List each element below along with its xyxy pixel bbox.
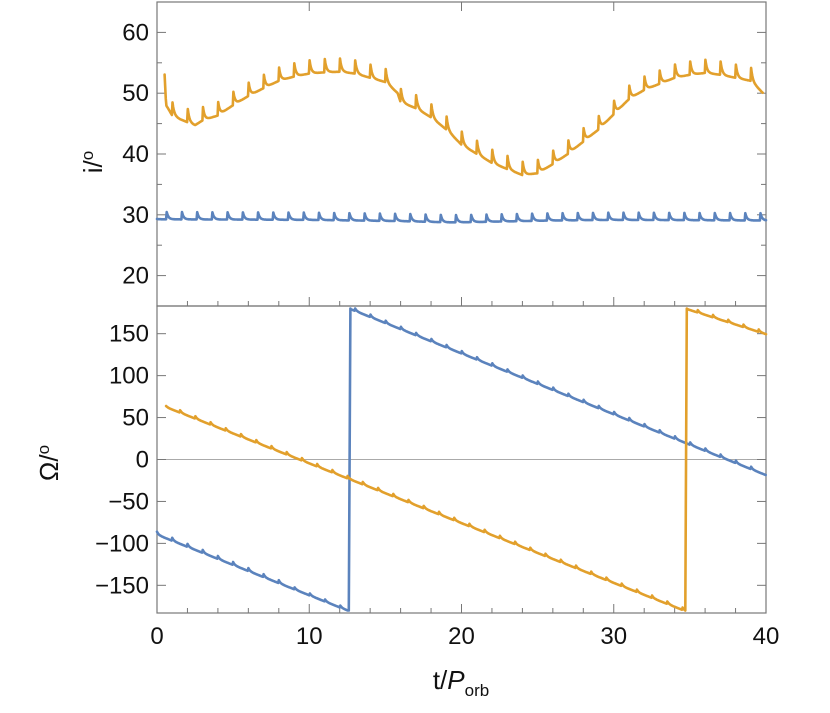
top-panel-ticks: 20 30 40 50 60: [122, 2, 767, 306]
bottom-y-tick-label: 0: [136, 447, 149, 474]
top-y-tick-label: 60: [122, 19, 149, 46]
bottom-y-tick-label: 150: [109, 321, 149, 348]
bottom-series-blue: [155, 307, 768, 612]
top-y-tick-label: 50: [122, 80, 149, 107]
top-series-orange: [163, 57, 765, 177]
top-y-tick-label: 20: [122, 263, 149, 290]
bottom-y-tick-label: 50: [122, 405, 149, 432]
bottom-panel-series: [155, 307, 768, 612]
x-tick-label: 20: [448, 623, 475, 650]
x-tick-label: 30: [600, 623, 627, 650]
bottom-y-tick-label: −100: [95, 530, 149, 557]
x-tick-label: 10: [296, 623, 323, 650]
bottom-y-tick-label: −50: [108, 488, 149, 515]
top-y-axis-label: i/o: [78, 151, 108, 173]
top-y-tick-label: 30: [122, 202, 149, 229]
top-panel-frame: [156, 1, 767, 307]
x-axis-label: t/Porb: [433, 665, 489, 700]
top-panel-series: [155, 57, 768, 224]
bottom-panel-ticks: −150 −100 −50 0 50 100 150 0 10 20 30 40: [95, 301, 779, 650]
bottom-series-orange: [164, 307, 768, 612]
bottom-y-tick-label: 100: [109, 363, 149, 390]
top-series-blue: [155, 210, 768, 224]
bottom-y-axis-label: Ω/o: [34, 445, 64, 481]
top-y-tick-label: 40: [122, 141, 149, 168]
x-tick-label: 0: [150, 623, 163, 650]
x-tick-label: 40: [753, 623, 780, 650]
bottom-y-tick-label: −150: [95, 572, 149, 599]
